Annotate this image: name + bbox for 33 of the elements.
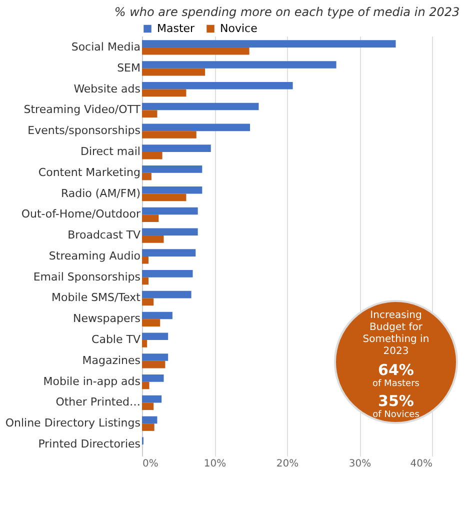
y-tick-label: Cable TV bbox=[92, 333, 141, 346]
y-tick-label: Other Printed… bbox=[56, 396, 140, 409]
y-tick-label: Streaming Audio bbox=[48, 249, 141, 262]
annotation: Increasing Budget for Something in 2023 bbox=[362, 310, 430, 358]
annotation: 35% bbox=[378, 392, 414, 410]
legend-label: Master bbox=[157, 22, 196, 35]
y-tick-label: Email Sponsorships bbox=[33, 270, 141, 284]
y-tick-label: Magazines bbox=[82, 354, 141, 367]
y-tick-label: Direct mail bbox=[80, 144, 140, 158]
y-tick-label: Mobile SMS/Text bbox=[52, 291, 142, 304]
x-tick-label: 20% bbox=[276, 458, 299, 470]
y-tick-label: Social Media bbox=[71, 40, 140, 54]
x-tick-label: 10% bbox=[204, 458, 226, 470]
y-tick-label: Mobile in-app ads bbox=[43, 374, 141, 388]
x-tick-label: 30% bbox=[348, 458, 372, 470]
y-tick-label: SEM bbox=[117, 61, 140, 74]
chart-title: % who are spending more on each type of media in 2023 bbox=[114, 5, 460, 19]
legend-label: Novice bbox=[220, 22, 258, 35]
y-tick-label: Out-of-Home/Outdoor bbox=[21, 208, 141, 221]
y-tick-label: Radio (AM/FM) bbox=[60, 186, 140, 200]
y-tick-label: Streaming Video/OTT bbox=[24, 103, 141, 116]
annotation: of Novices bbox=[372, 410, 420, 420]
y-tick-label: Newspapers bbox=[73, 312, 141, 326]
annotation: 64% bbox=[378, 361, 414, 379]
y-tick-label: Broadcast TV bbox=[68, 228, 141, 242]
y-tick-label: Content Marketing bbox=[38, 166, 140, 179]
y-tick-label: Events/sponsorships bbox=[28, 124, 141, 138]
y-tick-label: Online Directory Listings bbox=[5, 416, 141, 430]
y-tick-label: Website ads bbox=[74, 82, 141, 96]
annotation: of Masters bbox=[372, 379, 420, 389]
x-tick-label: 0% bbox=[142, 458, 158, 470]
y-tick-label: Printed Directories bbox=[38, 438, 141, 451]
x-tick-label: 40% bbox=[410, 458, 432, 470]
